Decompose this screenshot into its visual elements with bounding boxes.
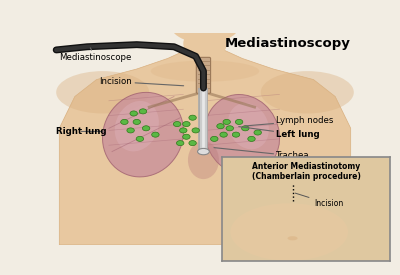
Text: Trachea: Trachea bbox=[214, 148, 310, 160]
Circle shape bbox=[130, 111, 138, 116]
Circle shape bbox=[242, 126, 249, 131]
Circle shape bbox=[176, 141, 184, 146]
Circle shape bbox=[192, 128, 200, 133]
Text: Anterior Mediastinotomy
(Chamberlain procedure): Anterior Mediastinotomy (Chamberlain pro… bbox=[252, 162, 360, 182]
Ellipse shape bbox=[56, 71, 149, 114]
Circle shape bbox=[142, 126, 150, 131]
Circle shape bbox=[189, 115, 196, 120]
Circle shape bbox=[235, 119, 243, 125]
Circle shape bbox=[139, 109, 147, 114]
Ellipse shape bbox=[205, 95, 280, 175]
Text: Incision: Incision bbox=[100, 77, 184, 86]
Circle shape bbox=[180, 128, 187, 133]
Circle shape bbox=[152, 132, 159, 137]
Text: Lymph nodes: Lymph nodes bbox=[245, 116, 334, 126]
Ellipse shape bbox=[168, 0, 242, 43]
Ellipse shape bbox=[102, 92, 184, 177]
Circle shape bbox=[210, 136, 218, 141]
Text: © 2006 Teresa Winslow
U.S. Govt. has certain rights: © 2006 Teresa Winslow U.S. Govt. has cer… bbox=[296, 235, 357, 244]
Ellipse shape bbox=[230, 203, 348, 261]
Polygon shape bbox=[59, 43, 351, 245]
Text: Left lung: Left lung bbox=[239, 126, 320, 139]
Circle shape bbox=[254, 130, 262, 135]
Circle shape bbox=[136, 136, 144, 141]
Circle shape bbox=[121, 119, 128, 125]
Text: Mediastinoscopy: Mediastinoscopy bbox=[225, 37, 351, 50]
Ellipse shape bbox=[288, 236, 298, 240]
Circle shape bbox=[220, 132, 227, 137]
Circle shape bbox=[232, 132, 240, 137]
Text: Incision: Incision bbox=[295, 193, 344, 208]
Circle shape bbox=[183, 122, 190, 126]
Circle shape bbox=[127, 128, 134, 133]
Circle shape bbox=[248, 136, 255, 141]
Text: Right lung: Right lung bbox=[56, 127, 107, 136]
Ellipse shape bbox=[198, 148, 209, 155]
Ellipse shape bbox=[151, 60, 259, 82]
Text: Mediastinoscope: Mediastinoscope bbox=[59, 48, 132, 62]
Circle shape bbox=[133, 119, 140, 125]
Circle shape bbox=[173, 122, 181, 126]
Circle shape bbox=[189, 141, 196, 146]
Ellipse shape bbox=[188, 141, 219, 179]
Ellipse shape bbox=[228, 103, 269, 149]
FancyBboxPatch shape bbox=[196, 57, 210, 93]
Circle shape bbox=[223, 119, 230, 125]
Ellipse shape bbox=[183, 27, 227, 60]
Circle shape bbox=[217, 124, 224, 129]
Ellipse shape bbox=[261, 71, 354, 114]
Circle shape bbox=[226, 126, 234, 131]
Ellipse shape bbox=[115, 101, 159, 152]
Circle shape bbox=[183, 134, 190, 139]
